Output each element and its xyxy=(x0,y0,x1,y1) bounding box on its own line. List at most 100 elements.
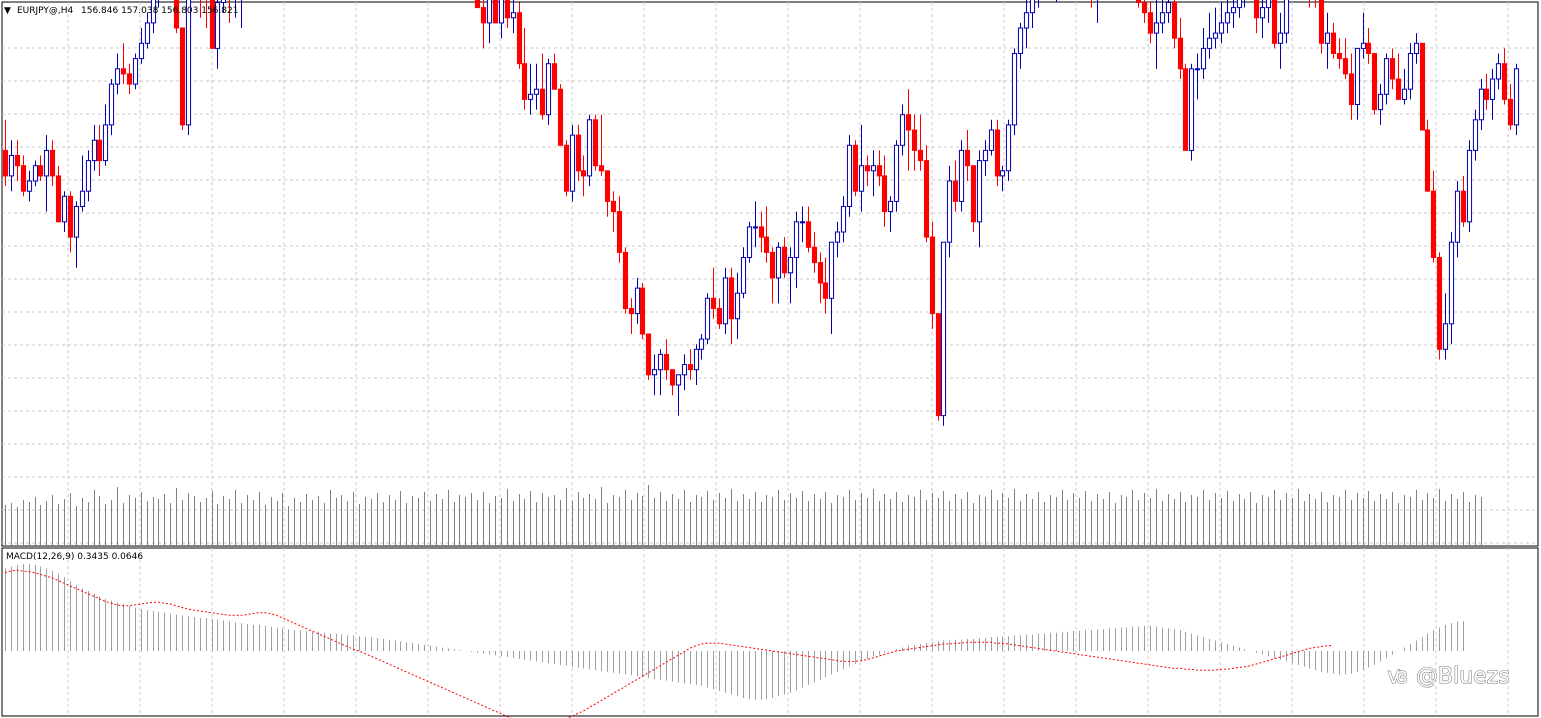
bull-candle xyxy=(108,79,115,136)
candle-body xyxy=(1478,88,1485,121)
candle-body xyxy=(32,165,39,182)
bear-candle xyxy=(728,267,735,345)
candle-body xyxy=(563,144,570,192)
bear-candle xyxy=(1424,119,1431,192)
bear-candle xyxy=(1177,17,1184,79)
candle-body xyxy=(929,236,936,315)
candle-body xyxy=(144,22,151,44)
bull-candle xyxy=(1236,0,1243,18)
bear-candle xyxy=(817,252,824,304)
bull-candle xyxy=(840,196,847,243)
bear-candle xyxy=(55,165,62,223)
bull-candle xyxy=(1324,12,1331,69)
candle-body xyxy=(1194,68,1201,71)
bear-candle xyxy=(970,165,977,232)
bear-candle xyxy=(952,160,959,212)
candle-body xyxy=(510,12,517,19)
candle-body xyxy=(728,277,735,320)
candle-body xyxy=(26,180,33,192)
candle-body xyxy=(1011,53,1018,126)
bear-candle xyxy=(1501,48,1508,105)
bull-candle xyxy=(26,170,33,202)
candle-body xyxy=(120,68,127,75)
candle-body xyxy=(1230,7,1237,14)
bear-candle xyxy=(622,247,629,314)
candle-body xyxy=(73,206,80,238)
header-triangle: ▼ xyxy=(4,6,11,16)
bear-candle xyxy=(1147,2,1154,44)
candle-body xyxy=(734,292,741,320)
bear-candle xyxy=(964,130,971,181)
bull-candle xyxy=(752,201,759,248)
bull-candle xyxy=(681,354,688,391)
candle-body xyxy=(881,175,888,213)
candle-body xyxy=(1360,42,1367,49)
bear-candle xyxy=(1365,28,1372,64)
candle-body xyxy=(763,236,770,253)
candle-body xyxy=(870,165,877,172)
bull-candle xyxy=(1153,0,1160,69)
candle-body xyxy=(102,124,109,162)
candle-body xyxy=(822,282,829,299)
bull-candle xyxy=(1454,181,1461,258)
bull-candle xyxy=(1200,28,1207,79)
candle-body xyxy=(1513,68,1520,126)
bear-candle xyxy=(206,0,207,28)
candle-body xyxy=(1182,68,1189,151)
bear-candle xyxy=(1171,0,1178,49)
bull-candle xyxy=(1265,0,1272,23)
bull-candle xyxy=(144,12,151,49)
bull-candle xyxy=(1383,53,1390,105)
candle-body xyxy=(663,353,670,371)
candle-body xyxy=(964,149,971,167)
candle-body xyxy=(622,251,629,309)
bull-candle xyxy=(91,124,98,171)
candle-body xyxy=(96,139,103,162)
bull-candle xyxy=(1017,22,1024,69)
bear-candle xyxy=(580,155,587,197)
bull-candle xyxy=(533,63,540,110)
candle-body xyxy=(911,129,918,151)
bear-candle xyxy=(911,114,918,171)
candle-body xyxy=(179,27,186,126)
bear-candle xyxy=(781,237,788,278)
candle-body xyxy=(946,180,953,243)
bear-candle xyxy=(616,196,623,263)
candle-body xyxy=(787,257,794,274)
bull-candle xyxy=(893,140,900,212)
bull-candle xyxy=(85,150,92,202)
bull-candle xyxy=(1442,293,1449,360)
bear-candle xyxy=(598,114,605,176)
candle-body xyxy=(1330,32,1337,54)
bear-candle xyxy=(716,298,723,329)
bear-candle xyxy=(575,124,582,181)
candle-body xyxy=(551,63,558,90)
bear-candle xyxy=(1371,53,1378,115)
bear-candle xyxy=(1395,53,1402,100)
candle-body xyxy=(598,165,605,172)
bear-candle xyxy=(1342,38,1349,79)
macd-label: MACD(12,26,9) 0.3435 0.0646 xyxy=(6,552,143,562)
bull-candle xyxy=(946,165,953,258)
candle-body xyxy=(173,0,180,29)
macd-signal-line xyxy=(4,569,1334,718)
candle-body xyxy=(1206,37,1213,49)
bull-candle xyxy=(846,135,853,217)
candle-body xyxy=(775,246,782,279)
candle-body xyxy=(722,277,729,325)
candle-body xyxy=(67,195,74,238)
bear-candle xyxy=(610,191,617,232)
bull-candle xyxy=(634,277,641,324)
candle-body xyxy=(492,0,499,24)
candle-body xyxy=(1501,63,1508,100)
candle-body xyxy=(675,374,682,386)
candle-body xyxy=(958,149,965,202)
candle-body xyxy=(1271,0,1278,44)
candle-body xyxy=(752,226,759,229)
candle-body xyxy=(20,165,27,192)
candle-body xyxy=(1147,12,1154,34)
candle-body xyxy=(150,0,157,24)
bull-candle xyxy=(586,114,593,187)
